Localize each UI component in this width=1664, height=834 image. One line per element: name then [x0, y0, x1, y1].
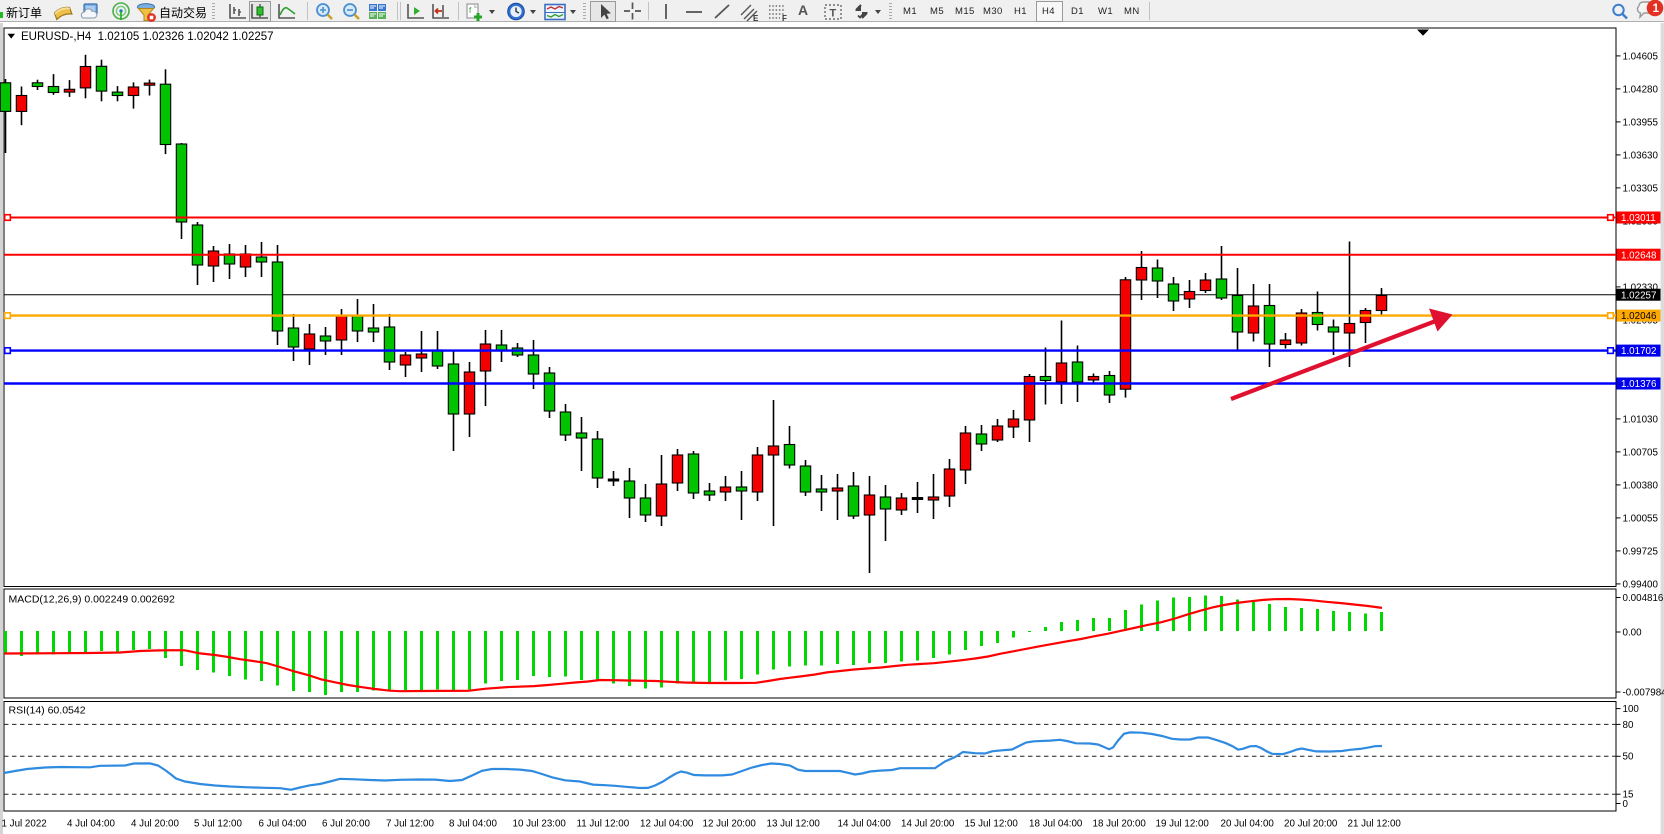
svg-text:15 Jul 12:00: 15 Jul 12:00 — [965, 819, 1019, 830]
svg-text:1.04605: 1.04605 — [1623, 51, 1659, 62]
svg-text:EURUSD-,H4 1.02105 1.02326 1.: EURUSD-,H4 1.02105 1.02326 1.02042 1.022… — [21, 31, 274, 43]
svg-text:20 Jul 20:00: 20 Jul 20:00 — [1284, 819, 1338, 830]
svg-text:1.01702: 1.01702 — [1621, 346, 1656, 357]
svg-text:11 Jul 12:00: 11 Jul 12:00 — [577, 819, 630, 830]
svg-text:4 Jul 04:00: 4 Jul 04:00 — [67, 819, 115, 830]
svg-text:RSI(14) 60.0542: RSI(14) 60.0542 — [9, 705, 86, 717]
svg-text:1 Jul 2022: 1 Jul 2022 — [2, 819, 47, 830]
svg-text:1.02257: 1.02257 — [1621, 290, 1656, 301]
svg-text:1.02046: 1.02046 — [1621, 311, 1657, 322]
svg-text:f: f — [469, 6, 472, 15]
svg-text:13 Jul 12:00: 13 Jul 12:00 — [767, 819, 821, 830]
svg-text:7 Jul 12:00: 7 Jul 12:00 — [386, 819, 434, 830]
svg-text:5 Jul 12:00: 5 Jul 12:00 — [194, 819, 242, 830]
svg-text:1.02330: 1.02330 — [1623, 282, 1659, 293]
svg-text:8 Jul 04:00: 8 Jul 04:00 — [449, 819, 497, 830]
svg-text:1.00380: 1.00380 — [1623, 480, 1659, 491]
svg-text:12 Jul 04:00: 12 Jul 04:00 — [640, 819, 694, 830]
svg-text:F: F — [782, 14, 787, 22]
svg-text:50: 50 — [1623, 752, 1634, 763]
svg-text:14 Jul 20:00: 14 Jul 20:00 — [901, 819, 955, 830]
svg-text:100: 100 — [1623, 704, 1640, 715]
svg-text:1: 1 — [1653, 3, 1660, 15]
svg-text:1.00055: 1.00055 — [1623, 513, 1659, 524]
svg-text:-0.007984: -0.007984 — [1623, 687, 1664, 698]
svg-text:19 Jul 12:00: 19 Jul 12:00 — [1156, 819, 1210, 830]
svg-text:80: 80 — [1623, 720, 1634, 731]
svg-text:10 Jul 23:00: 10 Jul 23:00 — [513, 819, 567, 830]
svg-text:0: 0 — [1623, 799, 1629, 810]
svg-text:0.99400: 0.99400 — [1623, 579, 1659, 590]
svg-text:1.01376: 1.01376 — [1621, 379, 1657, 390]
svg-text:1.03630: 1.03630 — [1623, 150, 1659, 161]
svg-text:E: E — [753, 14, 759, 22]
svg-text:1.01030: 1.01030 — [1623, 414, 1659, 425]
svg-text:0.00: 0.00 — [1623, 627, 1643, 638]
svg-text:20 Jul 04:00: 20 Jul 04:00 — [1221, 819, 1275, 830]
svg-text:4 Jul 20:00: 4 Jul 20:00 — [131, 819, 179, 830]
svg-text:1.00705: 1.00705 — [1623, 447, 1659, 458]
svg-text:21 Jul 12:00: 21 Jul 12:00 — [1348, 819, 1402, 830]
svg-text:6 Jul 04:00: 6 Jul 04:00 — [259, 819, 307, 830]
svg-text:0.99725: 0.99725 — [1623, 546, 1659, 557]
svg-text:1.03955: 1.03955 — [1623, 117, 1659, 128]
svg-text:14 Jul 04:00: 14 Jul 04:00 — [838, 819, 892, 830]
svg-text:1.03305: 1.03305 — [1623, 183, 1659, 194]
svg-text:15: 15 — [1623, 790, 1634, 801]
svg-text:T: T — [830, 8, 837, 20]
svg-text:1.02648: 1.02648 — [1621, 250, 1657, 261]
svg-text:12 Jul 20:00: 12 Jul 20:00 — [703, 819, 757, 830]
svg-text:0.004816: 0.004816 — [1623, 593, 1664, 604]
svg-text:MACD(12,26,9) 0.002249 0.00269: MACD(12,26,9) 0.002249 0.002692 — [9, 594, 176, 606]
svg-text:18 Jul 20:00: 18 Jul 20:00 — [1093, 819, 1147, 830]
svg-text:1.03011: 1.03011 — [1621, 213, 1656, 224]
svg-text:1.04280: 1.04280 — [1623, 84, 1659, 95]
svg-text:18 Jul 04:00: 18 Jul 04:00 — [1029, 819, 1083, 830]
svg-text:6 Jul 20:00: 6 Jul 20:00 — [322, 819, 370, 830]
